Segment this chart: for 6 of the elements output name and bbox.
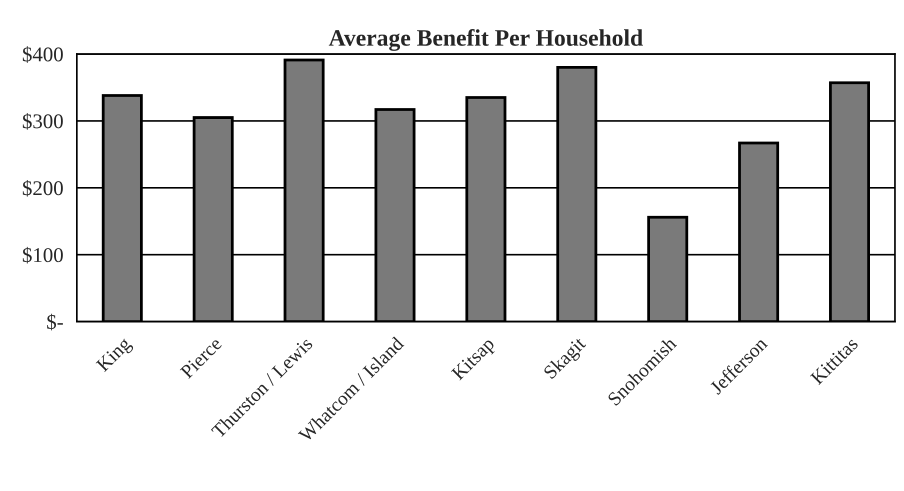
- y-tick-label: $300: [22, 113, 63, 130]
- y-tick-label: $100: [22, 246, 63, 264]
- chart-title: Average Benefit Per Household: [328, 29, 643, 51]
- y-tick-label: $-: [47, 314, 63, 330]
- y-tick-label: $400: [22, 46, 63, 63]
- y-tick-label: $200: [22, 180, 63, 197]
